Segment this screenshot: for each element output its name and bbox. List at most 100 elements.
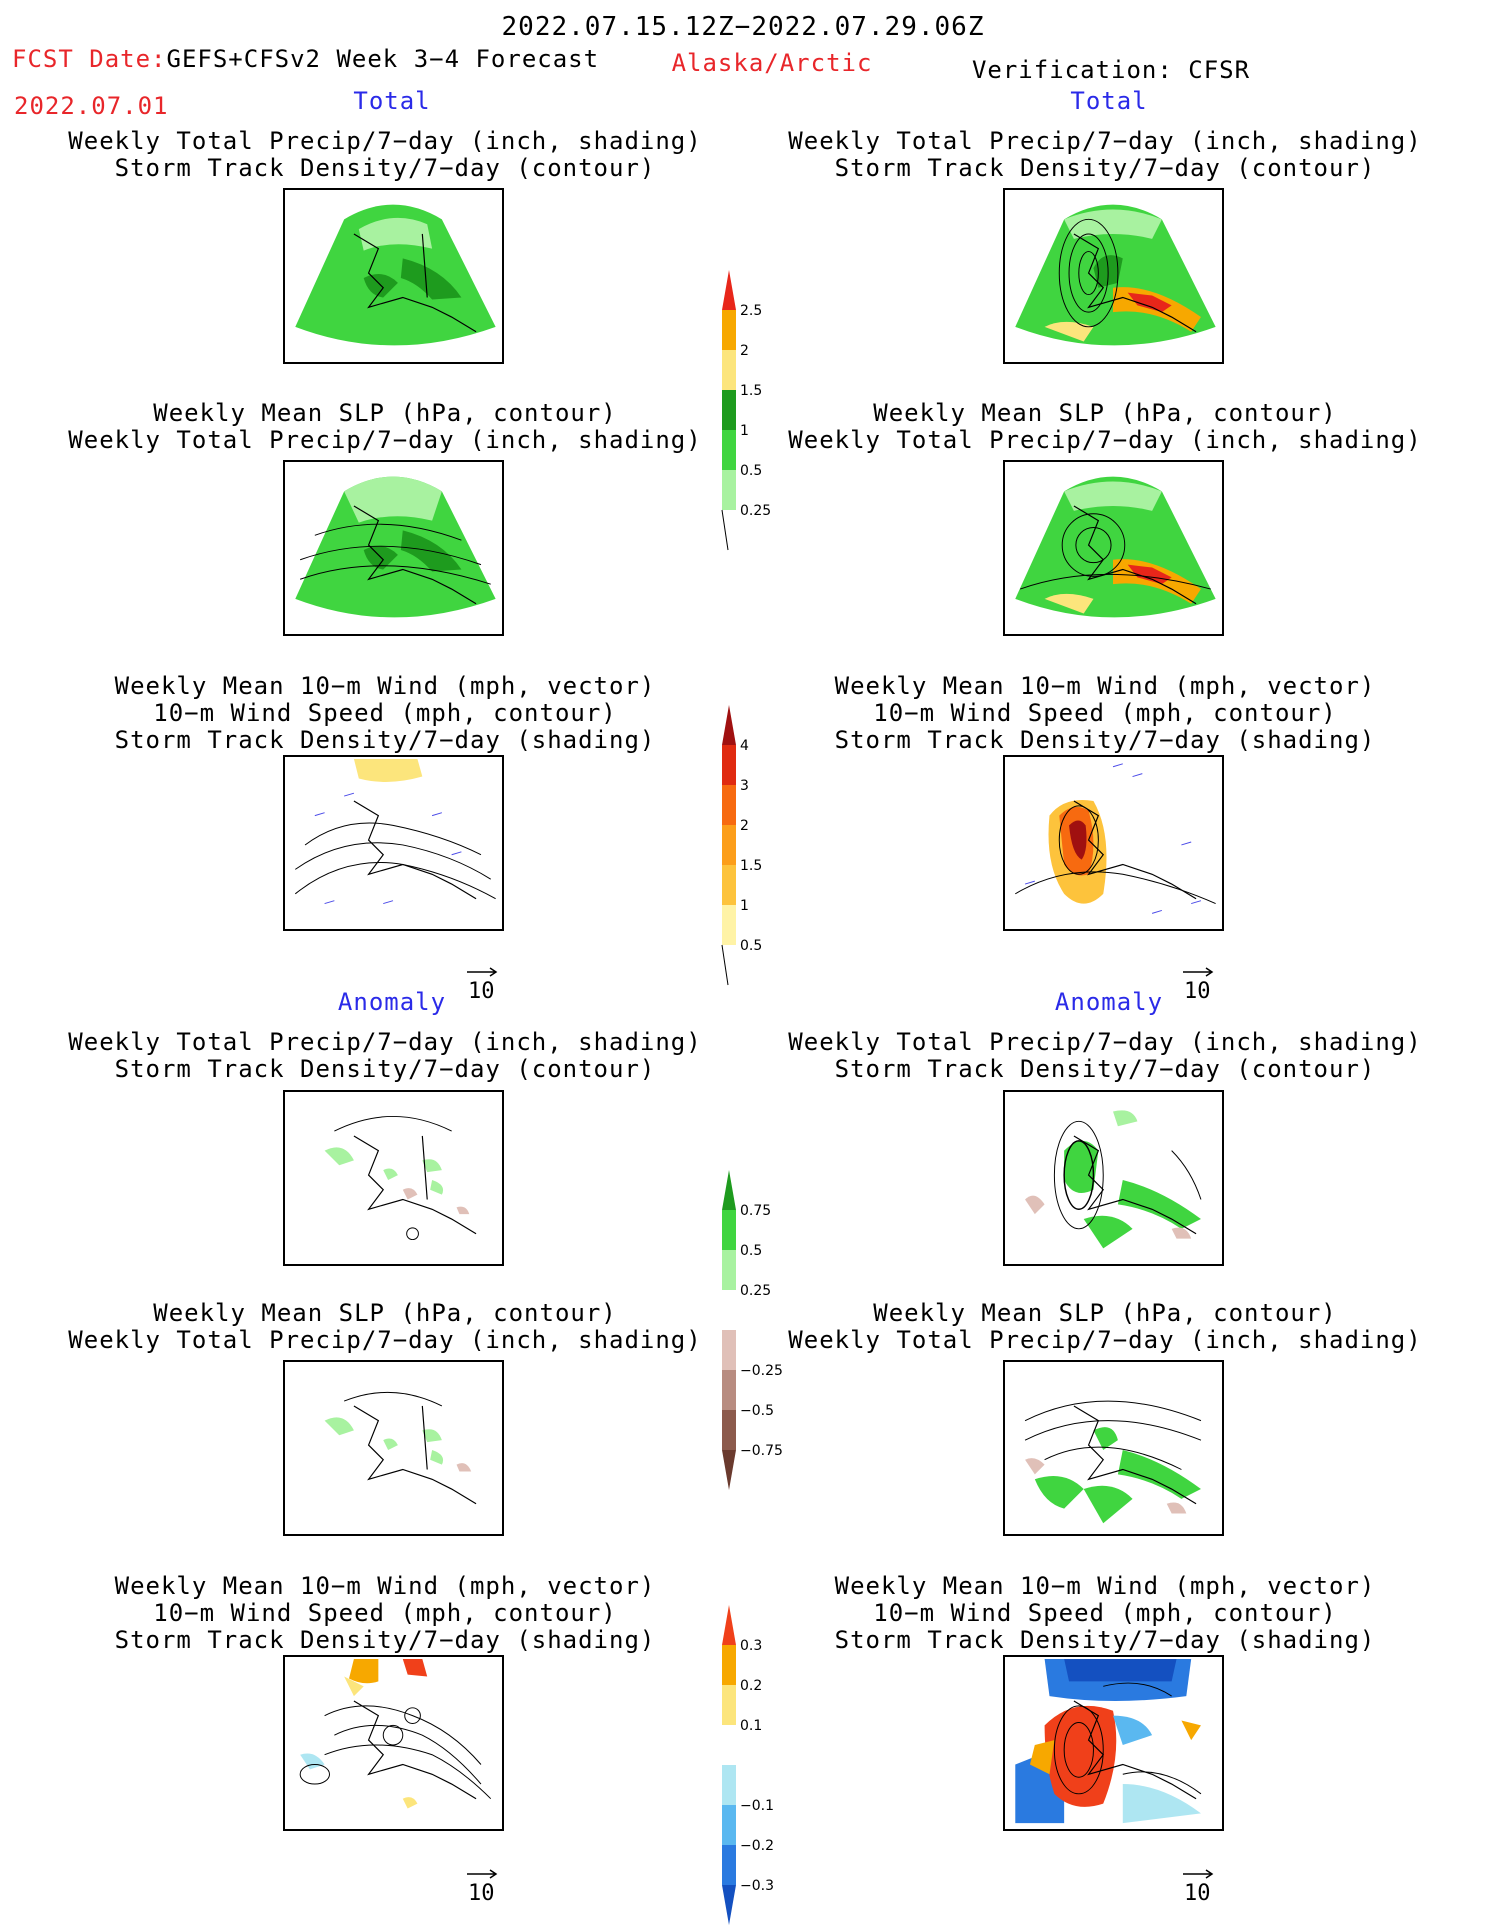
vector-ref-r6: 10 — [1182, 1860, 1214, 1906]
total-track-swatch-3 — [722, 825, 736, 865]
anom-track-swatch-1 — [722, 1645, 736, 1685]
total-precip-label-0: 2.5 — [740, 303, 762, 319]
title-l1-line2: Storm Track Density/7−day (contour) — [114, 154, 656, 182]
anom-track-label-4: −0.2 — [740, 1838, 774, 1854]
title-l6-line2: 10−m Wind Speed (mph, contour) — [153, 1599, 617, 1627]
arrow-right-icon — [467, 967, 498, 977]
colorbar-anom-precip: 0.75 0.5 0.25 −0.25 −0.5 −0.75 — [722, 1170, 792, 1490]
map-forecast-total-precip-track — [283, 188, 504, 364]
total-precip-label-1: 2 — [740, 343, 749, 359]
total-track-label-2: 2 — [740, 818, 749, 834]
anom-track-label-2: 0.1 — [740, 1718, 762, 1734]
anom-track-swatch-5 — [722, 1805, 736, 1845]
vector-ref-label: 10 — [1184, 979, 1211, 1004]
anom-precip-swatch-5 — [722, 1370, 736, 1410]
map-forecast-wind-track — [283, 755, 504, 931]
anom-precip-swatch-7 — [722, 1450, 736, 1490]
title-l5-line2: Weekly Total Precip/7−day (inch, shading… — [68, 1326, 702, 1354]
map-verification-total-precip-track — [1003, 188, 1224, 364]
anom-track-label-1: 0.2 — [740, 1678, 762, 1694]
map-forecast-anom-slp-precip — [283, 1360, 504, 1536]
total-precip-label-5: 0.25 — [740, 503, 771, 519]
title-r6-line3: Storm Track Density/7−day (shading) — [834, 1626, 1376, 1654]
vector-ref-label: 10 — [468, 979, 495, 1004]
title-r1-line1: Weekly Total Precip/7−day (inch, shading… — [788, 127, 1422, 155]
arrow-right-icon — [1183, 1869, 1214, 1879]
anom-track-swatch-7 — [722, 1885, 736, 1925]
title-l3-line2: 10−m Wind Speed (mph, contour) — [153, 699, 617, 727]
fcst-date: 2022.07.01 — [14, 92, 169, 120]
map-verification-slp-precip — [1003, 460, 1224, 636]
total-precip-swatch-5 — [722, 470, 736, 510]
title-l3-line3: Storm Track Density/7−day (shading) — [114, 726, 656, 754]
total-track-swatch-1 — [722, 745, 736, 785]
section-anomaly-right: Anomaly — [1054, 988, 1164, 1016]
fcst-model: GEFS+CFSv2 Week 3−4 Forecast — [166, 45, 600, 73]
anom-precip-swatch-4 — [722, 1330, 736, 1370]
total-track-swatch-5 — [722, 905, 736, 945]
total-precip-label-3: 1 — [740, 423, 749, 439]
total-precip-label-2: 1.5 — [740, 383, 762, 399]
title-r5-line1: Weekly Mean SLP (hPa, contour) — [873, 1299, 1337, 1327]
map-verification-anom-slp-precip — [1003, 1360, 1224, 1536]
title-r1-line2: Storm Track Density/7−day (contour) — [834, 154, 1376, 182]
verification-label: Verification: CFSR — [971, 56, 1251, 84]
title-r6-line1: Weekly Mean 10−m Wind (mph, vector) — [834, 1572, 1376, 1600]
total-track-label-5: 0.5 — [740, 938, 762, 954]
anom-track-label-0: 0.3 — [740, 1638, 762, 1654]
anom-track-swatch-6 — [722, 1845, 736, 1885]
map-verification-wind-track — [1003, 755, 1224, 931]
anom-precip-label-3: −0.25 — [740, 1363, 783, 1379]
anom-track-label-3: −0.1 — [740, 1798, 774, 1814]
total-track-label-0: 4 — [740, 738, 749, 754]
anom-precip-swatch-6 — [722, 1410, 736, 1450]
section-total-right: Total — [1070, 87, 1148, 115]
total-track-tail — [721, 944, 729, 986]
forecast-info: FCST Date:GEFS+CFSv2 Week 3−4 Forecast — [12, 46, 599, 72]
title-r3-line1: Weekly Mean 10−m Wind (mph, vector) — [834, 672, 1376, 700]
total-track-swatch-4 — [722, 865, 736, 905]
total-track-swatch-0 — [722, 705, 736, 745]
vector-ref-label: 10 — [1184, 1881, 1211, 1906]
anom-track-label-5: −0.3 — [740, 1878, 774, 1894]
anom-precip-swatch-0 — [722, 1170, 736, 1210]
title-r4-line2: Storm Track Density/7−day (contour) — [834, 1055, 1376, 1083]
total-precip-swatch-0 — [722, 270, 736, 310]
arrow-right-icon — [1183, 967, 1214, 977]
title-l4-line2: Storm Track Density/7−day (contour) — [114, 1055, 656, 1083]
title-l4-line1: Weekly Total Precip/7−day (inch, shading… — [68, 1028, 702, 1056]
total-precip-swatch-1 — [722, 310, 736, 350]
total-precip-tail — [721, 509, 729, 551]
colorbar-total-track: 4 3 2 1.5 1 0.5 — [721, 705, 792, 999]
anom-precip-swatch-3 — [722, 1290, 736, 1330]
colorbar-anom-track: 0.3 0.2 0.1 −0.1 −0.2 −0.3 — [722, 1605, 792, 1925]
section-anomaly-left: Anomaly — [337, 988, 447, 1016]
anom-track-swatch-4 — [722, 1765, 736, 1805]
arrow-right-icon — [467, 1869, 498, 1879]
anom-track-swatch-2 — [722, 1685, 736, 1725]
total-track-label-4: 1 — [740, 898, 749, 914]
vector-ref-l6: 10 — [466, 1860, 498, 1906]
title-r4-line1: Weekly Total Precip/7−day (inch, shading… — [788, 1028, 1422, 1056]
title-r3-line2: 10−m Wind Speed (mph, contour) — [873, 699, 1337, 727]
title-l1-line1: Weekly Total Precip/7−day (inch, shading… — [68, 127, 702, 155]
map-verification-anom-wind-track — [1003, 1655, 1224, 1831]
title-l2-line2: Weekly Total Precip/7−day (inch, shading… — [68, 426, 702, 454]
vector-ref-label: 10 — [468, 1881, 495, 1906]
title-r5-line2: Weekly Total Precip/7−day (inch, shading… — [788, 1326, 1422, 1354]
vector-ref-r3: 10 — [1182, 958, 1214, 1004]
section-total-left: Total — [353, 87, 431, 115]
anom-track-swatch-3 — [722, 1725, 736, 1765]
anom-precip-label-4: −0.5 — [740, 1403, 774, 1419]
anom-precip-label-5: −0.75 — [740, 1443, 783, 1459]
anom-precip-label-1: 0.5 — [740, 1243, 762, 1259]
map-verification-anom-precip-track — [1003, 1090, 1224, 1266]
anom-track-swatch-0 — [722, 1605, 736, 1645]
anom-precip-swatch-2 — [722, 1250, 736, 1290]
total-precip-label-4: 0.5 — [740, 463, 762, 479]
map-forecast-anom-precip-track — [283, 1090, 504, 1266]
anom-precip-label-0: 0.75 — [740, 1203, 771, 1219]
total-track-label-3: 1.5 — [740, 858, 762, 874]
total-precip-swatch-2 — [722, 350, 736, 390]
vector-ref-l3: 10 — [466, 958, 498, 1004]
